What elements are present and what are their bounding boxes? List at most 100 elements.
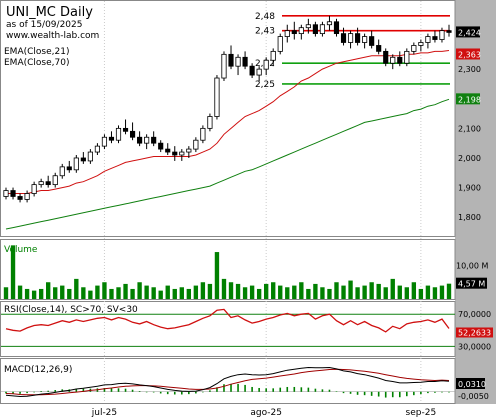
volume-bar (327, 288, 332, 299)
macd-line (5, 366, 450, 398)
volume-bar (376, 283, 381, 299)
candle (362, 33, 368, 49)
volume-bar (3, 287, 9, 299)
candle (404, 48, 410, 67)
volume-bar (165, 285, 170, 299)
volume-bar (348, 280, 353, 299)
macd-histogram-bar (413, 391, 415, 396)
candle-body (80, 157, 86, 162)
candle-body (326, 21, 333, 26)
volume-bar (151, 287, 156, 299)
candle-body (94, 145, 100, 153)
sr-label-1: 2,43 (255, 27, 275, 37)
volume-bar (355, 287, 360, 299)
candle-body (263, 59, 269, 70)
candle (108, 131, 115, 144)
candle-body (439, 30, 445, 40)
candle (80, 152, 86, 164)
macd-histogram-bar (138, 391, 141, 392)
candle-body (45, 181, 51, 186)
candle (24, 190, 30, 203)
candle-body (411, 45, 417, 52)
candle (214, 75, 220, 120)
macd-title: MACD(12,26,9) (4, 365, 72, 375)
candle-body (355, 33, 361, 43)
ema70-value-label: 2,198 (458, 95, 481, 104)
candle-body (207, 116, 213, 129)
candle (221, 51, 227, 81)
volume-bar (439, 285, 445, 299)
macd-histogram-bar (244, 384, 246, 392)
macd-signal-line (5, 368, 450, 396)
price-tick-label: 2,100 (458, 124, 481, 133)
candle-body (66, 166, 72, 171)
candle-body (291, 30, 297, 35)
macd-histogram-bar (420, 391, 422, 395)
candle (397, 51, 403, 67)
macd-histogram-bar (427, 391, 429, 394)
legend-ema70: EMA(Close,70) (4, 58, 69, 68)
volume-bar (383, 287, 388, 299)
macd-histogram-bar (272, 388, 275, 392)
macd-histogram-bar (166, 391, 169, 395)
volume-bar (292, 285, 297, 299)
volume-bar (17, 285, 23, 299)
macd-histogram-bar (377, 391, 380, 397)
last-close-label-bg (456, 26, 480, 38)
volume-bar (53, 287, 58, 299)
price-tick-label: 2,000 (458, 154, 481, 163)
price-panel (0, 0, 456, 237)
candle-body (390, 56, 396, 64)
candle-body (73, 157, 79, 171)
candle (390, 54, 396, 70)
macd-histogram-bar (370, 391, 373, 396)
ema21-value-label-bg (456, 48, 480, 60)
candle (277, 33, 283, 55)
volume-bar (200, 282, 206, 299)
rsi-line (5, 308, 450, 333)
candle-body (418, 42, 424, 46)
macd-histogram-bar (293, 386, 296, 392)
candle-body (305, 24, 311, 29)
macd-histogram-bar (223, 384, 225, 392)
candle-body (151, 136, 157, 144)
volume-bar (81, 287, 86, 299)
candle-body (122, 127, 129, 132)
volume-bar (38, 288, 44, 299)
macd-histogram-bar (384, 391, 387, 398)
candle-body (59, 166, 65, 177)
candle-body (214, 77, 220, 117)
macd-histogram-bar (300, 387, 303, 392)
volume-bar (242, 287, 248, 299)
macd-histogram-bar (117, 388, 120, 392)
x-tick-label-0: jul-25 (91, 408, 117, 418)
macd-histogram-bar (75, 388, 78, 392)
candle (418, 39, 424, 52)
macd-histogram-bar (406, 391, 408, 397)
volume-bar (446, 283, 452, 299)
volume-bar (67, 288, 72, 299)
candle-body (137, 136, 143, 144)
volume-bar (397, 285, 402, 299)
volume-bar (102, 282, 107, 299)
as-of-date: as of 15/09/2025 (6, 20, 82, 30)
candle (347, 30, 354, 49)
candle-body (158, 142, 164, 150)
candle-body (376, 45, 382, 52)
volume-bar (263, 283, 269, 299)
candle-body (347, 33, 354, 43)
candle (52, 172, 58, 188)
sr-label-3: 2,25 (255, 80, 275, 90)
x-tick-label-2: sep-25 (406, 408, 437, 418)
price-tick-label: 1,900 (458, 184, 481, 193)
macd-histogram-bar (391, 391, 394, 398)
candle (3, 187, 9, 200)
macd-histogram-bar (26, 391, 28, 394)
candle-body (24, 193, 30, 200)
ema70-line (5, 98, 450, 230)
candle (263, 57, 269, 76)
candle (235, 54, 241, 76)
macd-histogram-bar (279, 387, 282, 392)
candle-body (242, 56, 248, 67)
volume-bar (186, 288, 192, 299)
